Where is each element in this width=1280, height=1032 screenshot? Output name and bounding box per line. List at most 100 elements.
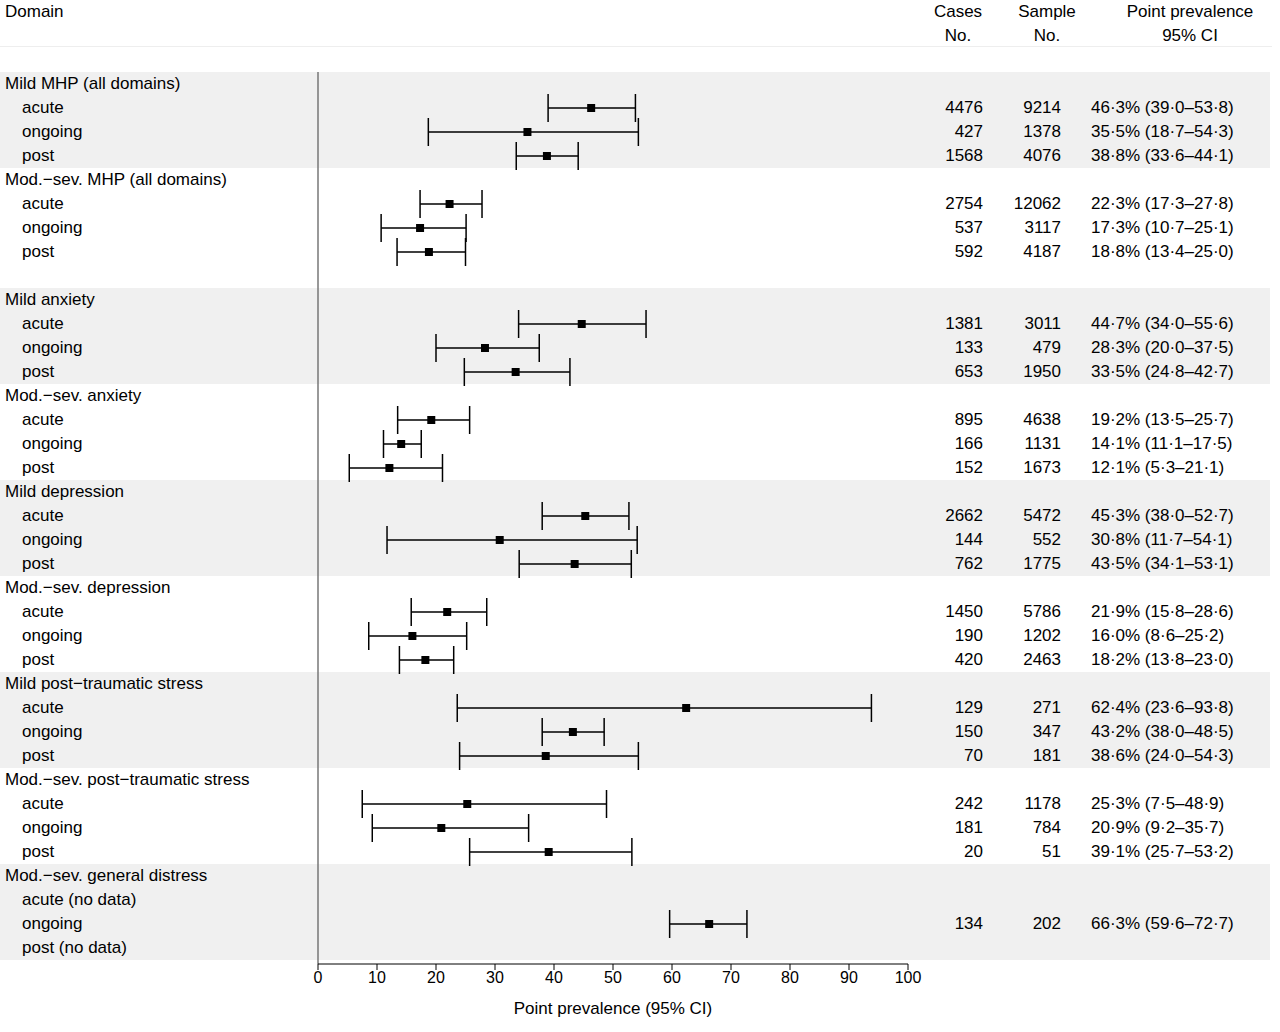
html-text:22·3% (17·3–27·8): 22·3% (17·3–27·8) bbox=[1091, 194, 1234, 213]
html-text:3117: 3117 bbox=[1024, 218, 1061, 237]
html-text:ongoing: ongoing bbox=[22, 530, 83, 549]
html-text:9214: 9214 bbox=[1023, 98, 1061, 117]
html-text:acute: acute bbox=[22, 410, 64, 429]
html-text:acute: acute bbox=[22, 698, 64, 717]
html-text:895: 895 bbox=[954, 410, 983, 429]
html-text:653: 653 bbox=[954, 362, 983, 381]
html-text:592: 592 bbox=[954, 242, 983, 261]
svg-text:0: 0 bbox=[314, 969, 323, 986]
html-text:14·1% (11·1–17·5): 14·1% (11·1–17·5) bbox=[1091, 434, 1233, 453]
html-text:144: 144 bbox=[954, 530, 983, 549]
html-text:537: 537 bbox=[954, 218, 983, 237]
html-text:420: 420 bbox=[954, 650, 983, 669]
svg-text:100: 100 bbox=[895, 969, 922, 986]
html-text:33·5% (24·8–42·7): 33·5% (24·8–42·7) bbox=[1091, 362, 1234, 381]
html-text:acute: acute bbox=[22, 98, 64, 117]
html-text:44·7% (34·0–55·6): 44·7% (34·0–55·6) bbox=[1091, 314, 1234, 333]
html-text:Sample: Sample bbox=[1018, 2, 1076, 21]
html-text:ongoing: ongoing bbox=[22, 626, 83, 645]
html-text:17·3% (10·7–25·1): 17·3% (10·7–25·1) bbox=[1091, 218, 1234, 237]
html-text:95% CI: 95% CI bbox=[1162, 26, 1218, 45]
html-text:133: 133 bbox=[954, 338, 983, 357]
html-text:552: 552 bbox=[1032, 530, 1061, 549]
html-text:post: post bbox=[22, 554, 55, 573]
html-text:Mod.−sev. anxiety: Mod.−sev. anxiety bbox=[5, 386, 142, 405]
html-text:acute: acute bbox=[22, 194, 64, 213]
html-text:45·3% (38·0–52·7): 45·3% (38·0–52·7) bbox=[1091, 506, 1234, 525]
svg-text:10: 10 bbox=[368, 969, 386, 986]
html-text:Mild MHP (all domains): Mild MHP (all domains) bbox=[5, 74, 181, 93]
html-text:1450: 1450 bbox=[945, 602, 983, 621]
html-text:30·8% (11·7–54·1): 30·8% (11·7–54·1) bbox=[1091, 530, 1233, 549]
svg-text:80: 80 bbox=[781, 969, 799, 986]
html-text:427: 427 bbox=[954, 122, 983, 141]
html-text:1950: 1950 bbox=[1023, 362, 1061, 381]
html-text:2463: 2463 bbox=[1023, 650, 1061, 669]
html-text:acute: acute bbox=[22, 506, 64, 525]
html-text:12062: 12062 bbox=[1013, 194, 1061, 213]
html-text:35·5% (18·7–54·3): 35·5% (18·7–54·3) bbox=[1091, 122, 1234, 141]
html-text:1673: 1673 bbox=[1023, 458, 1061, 477]
html-text:post: post bbox=[22, 650, 55, 669]
html-text:166: 166 bbox=[954, 434, 983, 453]
html-text:post: post bbox=[22, 458, 55, 477]
html-text:1131: 1131 bbox=[1024, 434, 1061, 453]
html-text:No.: No. bbox=[944, 26, 972, 45]
html-text:19·2% (13·5–25·7): 19·2% (13·5–25·7) bbox=[1091, 410, 1234, 429]
svg-text:60: 60 bbox=[663, 969, 681, 986]
html-text:Mild post−traumatic stress: Mild post−traumatic stress bbox=[5, 674, 203, 693]
html-text:18·8% (13·4–25·0): 18·8% (13·4–25·0) bbox=[1091, 242, 1234, 261]
html-text:1381: 1381 bbox=[945, 314, 983, 333]
html-text:Point prevalence: Point prevalence bbox=[1126, 2, 1254, 21]
html-text:ongoing: ongoing bbox=[22, 218, 83, 237]
html-text:479: 479 bbox=[1032, 338, 1061, 357]
html-text:762: 762 bbox=[954, 554, 983, 573]
html-text:5472: 5472 bbox=[1023, 506, 1061, 525]
svg-text:70: 70 bbox=[722, 969, 740, 986]
html-text:Mild anxiety: Mild anxiety bbox=[5, 290, 95, 309]
html-text:Mod.−sev. MHP (all domains): Mod.−sev. MHP (all domains) bbox=[5, 170, 227, 189]
html-text:5786: 5786 bbox=[1023, 602, 1061, 621]
html-text:4476: 4476 bbox=[945, 98, 983, 117]
html-text:ongoing: ongoing bbox=[22, 338, 83, 357]
html-text:43·5% (34·1–53·1): 43·5% (34·1–53·1) bbox=[1091, 554, 1234, 573]
html-text:acute: acute bbox=[22, 602, 64, 621]
html-text:No.: No. bbox=[1033, 26, 1061, 45]
html-text:post: post bbox=[22, 146, 55, 165]
html-text:38·8% (33·6–44·1): 38·8% (33·6–44·1) bbox=[1091, 146, 1234, 165]
svg-text:Point prevalence (95% CI): Point prevalence (95% CI) bbox=[514, 999, 712, 1018]
html-text:Mild depression: Mild depression bbox=[5, 482, 125, 501]
html-text:ongoing: ongoing bbox=[22, 122, 83, 141]
html-text:2754: 2754 bbox=[945, 194, 983, 213]
html-text:2662: 2662 bbox=[945, 506, 983, 525]
html-text:190: 190 bbox=[954, 626, 983, 645]
html-text:12·1% (5·3–21·1): 12·1% (5·3–21·1) bbox=[1091, 458, 1225, 477]
html-text:3011: 3011 bbox=[1024, 314, 1061, 333]
html-text:ongoing: ongoing bbox=[22, 434, 83, 453]
html-text:1378: 1378 bbox=[1023, 122, 1061, 141]
html-text:Mod.−sev. depression: Mod.−sev. depression bbox=[5, 578, 171, 597]
html-text:18·2% (13·8–23·0): 18·2% (13·8–23·0) bbox=[1091, 650, 1234, 669]
svg-text:20: 20 bbox=[427, 969, 445, 986]
svg-text:50: 50 bbox=[604, 969, 622, 986]
html-text:28·3% (20·0–37·5): 28·3% (20·0–37·5) bbox=[1091, 338, 1234, 357]
html-text:21·9% (15·8–28·6): 21·9% (15·8–28·6) bbox=[1091, 602, 1234, 621]
html-text:post: post bbox=[22, 362, 55, 381]
html-text:152: 152 bbox=[954, 458, 983, 477]
html-text:16·0% (8·6–25·2): 16·0% (8·6–25·2) bbox=[1091, 626, 1225, 645]
html-text:46·3% (39·0–53·8): 46·3% (39·0–53·8) bbox=[1091, 98, 1234, 117]
html-text:4076: 4076 bbox=[1023, 146, 1061, 165]
html-text:129: 129 bbox=[954, 698, 983, 717]
html-text:Cases: Cases bbox=[933, 2, 983, 21]
svg-text:90: 90 bbox=[840, 969, 858, 986]
html-text:1202: 1202 bbox=[1023, 626, 1061, 645]
html-text:1568: 1568 bbox=[945, 146, 983, 165]
html-text:4638: 4638 bbox=[1023, 410, 1061, 429]
svg-text:30: 30 bbox=[486, 969, 504, 986]
html-text:Domain: Domain bbox=[5, 2, 64, 21]
html-text:1775: 1775 bbox=[1023, 554, 1061, 573]
html-text:acute: acute bbox=[22, 314, 64, 333]
html-text:4187: 4187 bbox=[1023, 242, 1061, 261]
svg-text:40: 40 bbox=[545, 969, 563, 986]
html-text:post: post bbox=[22, 242, 55, 261]
